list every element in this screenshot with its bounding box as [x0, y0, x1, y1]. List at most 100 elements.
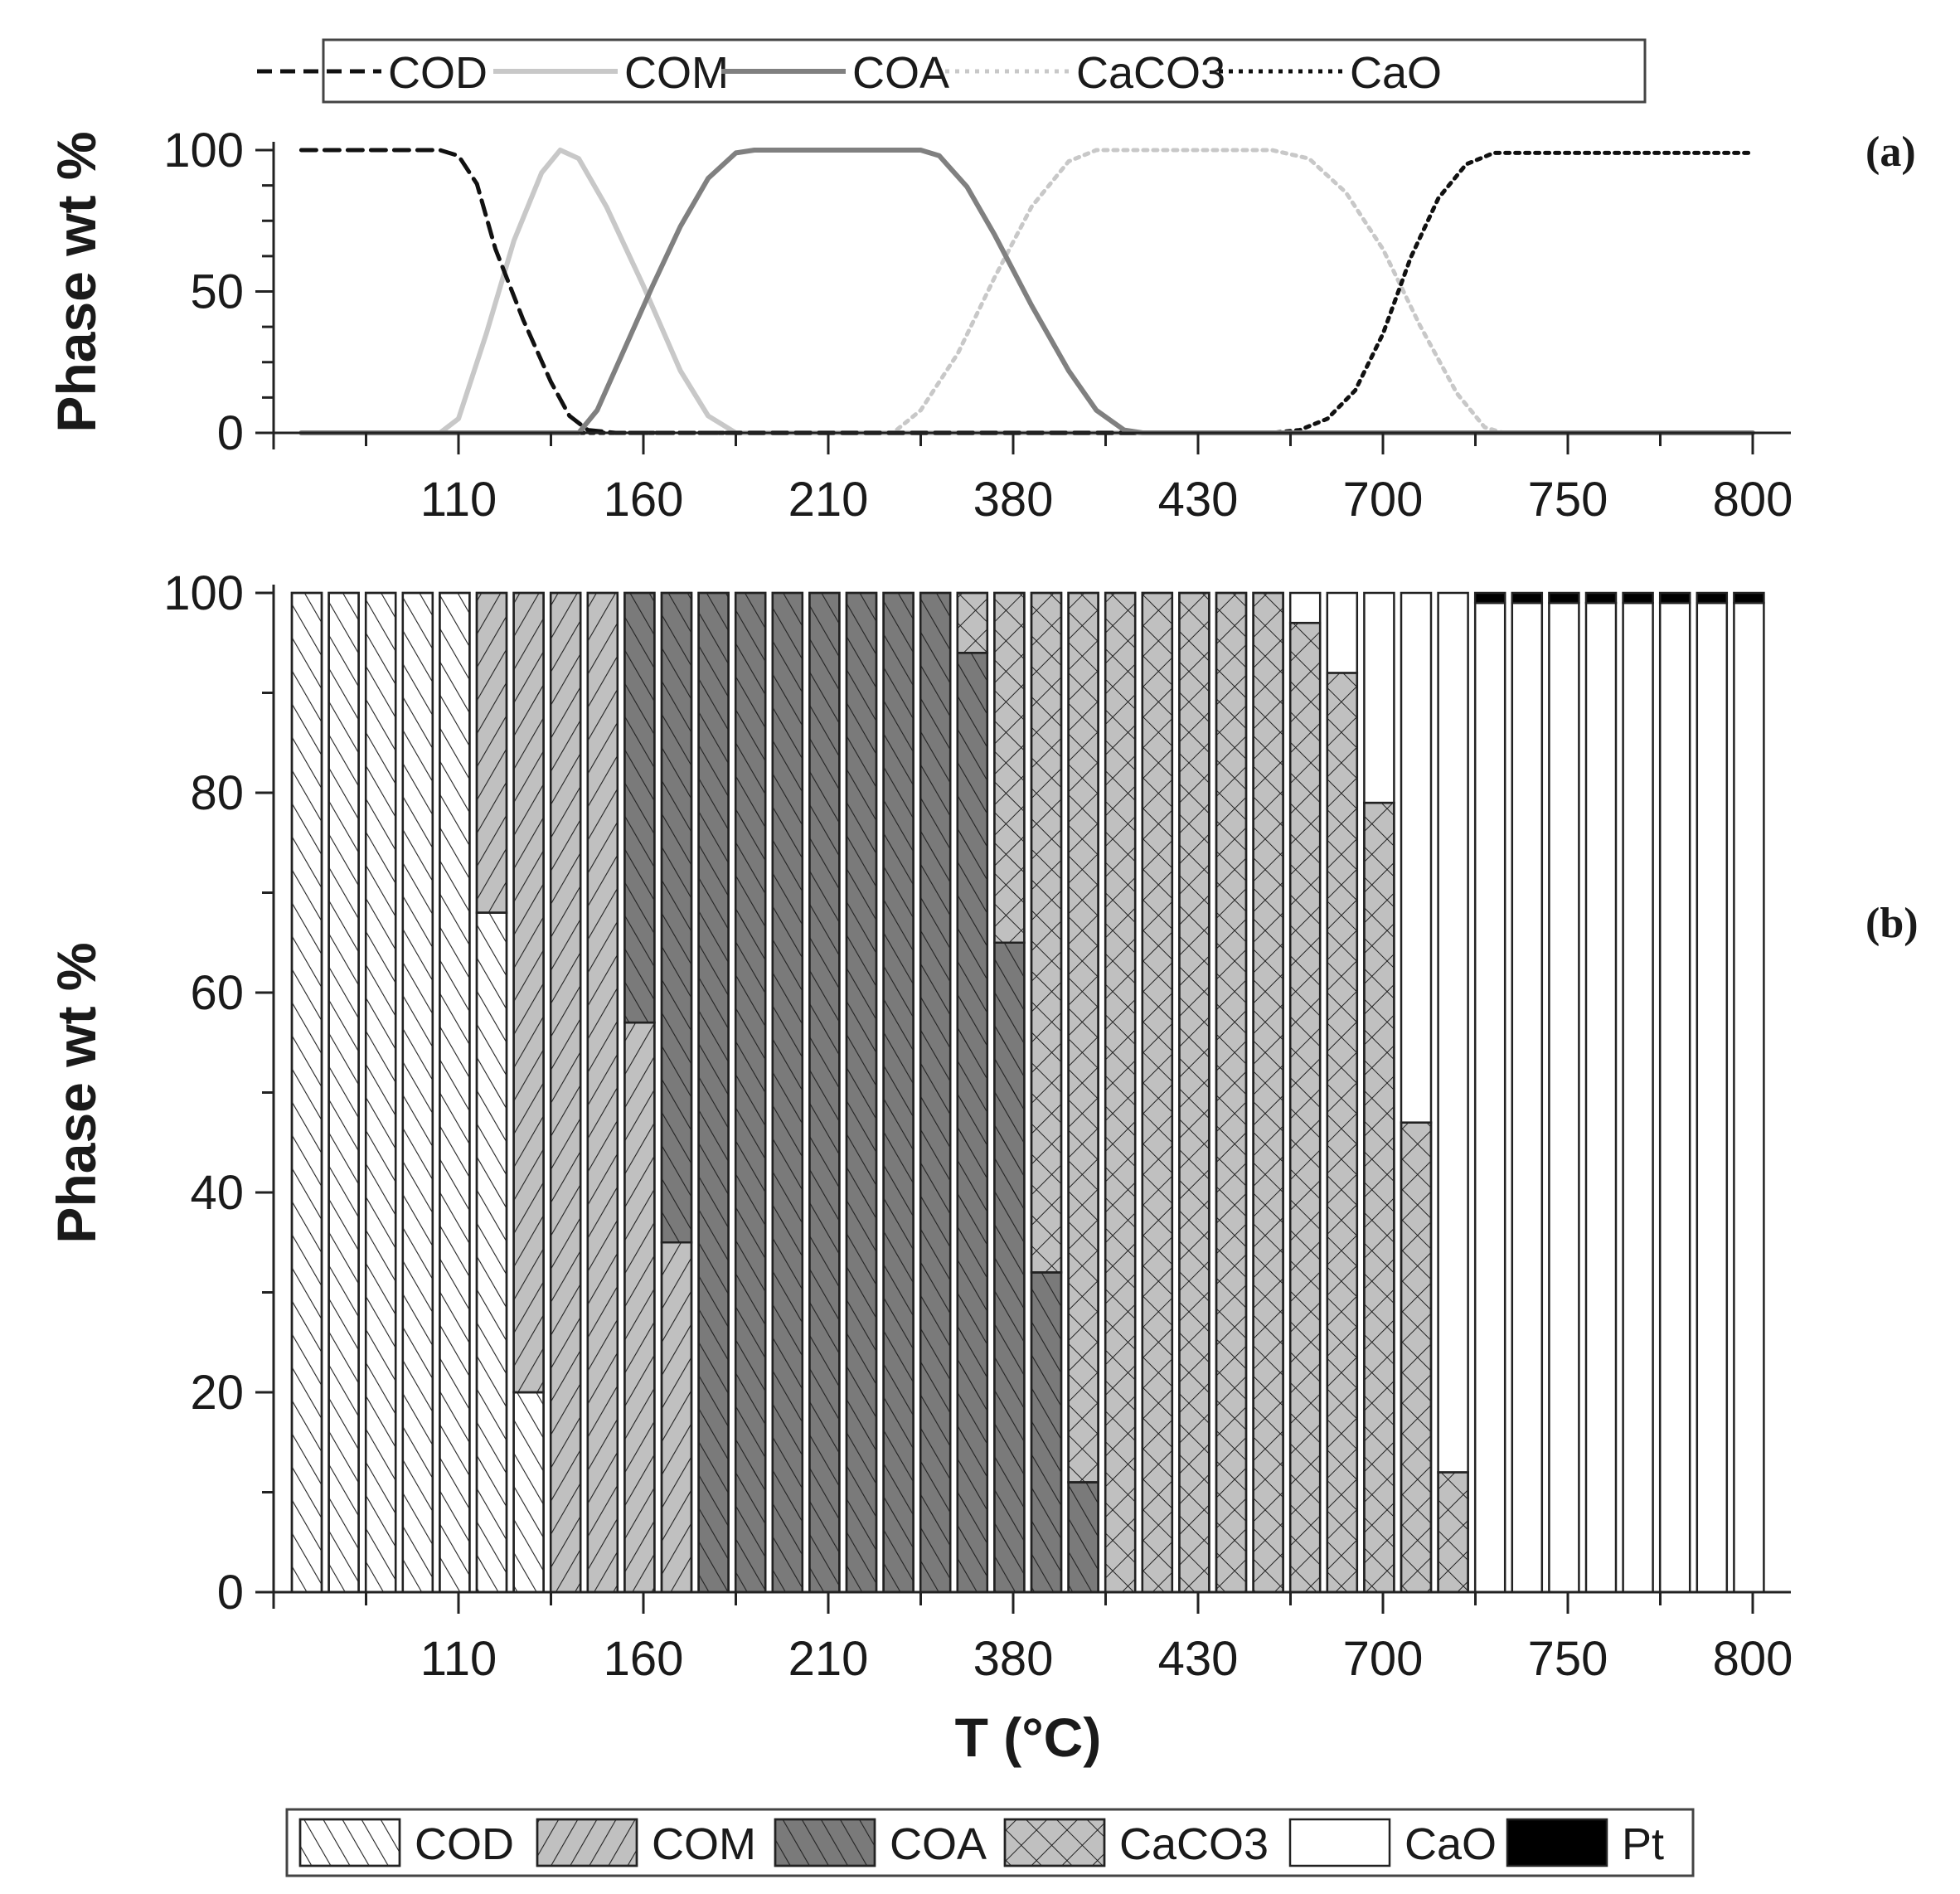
bar-fill: [1658, 601, 1691, 1594]
bar-segment-cod: [327, 591, 360, 1594]
bar-segment-caco3: [1288, 621, 1322, 1594]
bar-fill: [1288, 591, 1322, 624]
bar-segment-coa: [697, 591, 730, 1594]
bar-hatch: [512, 1391, 545, 1594]
legend-swatch-hatch: [298, 1818, 401, 1867]
panel-b-y-tick-label: 60: [190, 966, 244, 1020]
bar-fill: [1696, 591, 1729, 605]
panel-a-y-tick-label: 0: [217, 406, 244, 460]
panel-b-x-tick-label: 380: [973, 1632, 1054, 1686]
panel-a-y-tick-label: 50: [190, 265, 244, 319]
bar-hatch: [364, 591, 397, 1594]
legend-swatch-hatch: [536, 1818, 638, 1867]
panel-b-x-tick-label: 160: [604, 1632, 684, 1686]
bar-segment-coa: [734, 591, 767, 1594]
bar-fill: [1511, 601, 1544, 1594]
panel-b-y-tick-label: 0: [217, 1566, 244, 1620]
bar-fill: [1622, 601, 1654, 1594]
bar-segment-com: [475, 591, 508, 914]
bar-fill: [1437, 591, 1469, 1474]
bar-hatch: [586, 591, 619, 1594]
bar-hatch: [956, 591, 989, 654]
bar-fill: [1658, 591, 1691, 605]
bar-segment-cao: [1548, 601, 1580, 1594]
legend-b-swatch-cao: [1288, 1818, 1391, 1867]
bar-segment-cao: [1658, 601, 1691, 1594]
bar-segment-caco3: [1437, 1471, 1469, 1594]
legend-b: COD COM COA CaCO3 CaO Pt: [285, 1808, 1695, 1877]
legend-b-swatch-caco3: [1003, 1818, 1106, 1867]
series-line-com: [298, 148, 1755, 435]
panel-b-label: (b): [1865, 900, 1919, 947]
bar-segment-caco3: [1178, 591, 1210, 1594]
bar-hatch: [919, 591, 952, 1594]
legend-swatch-hatch: [1003, 1818, 1106, 1867]
bar-segment-caco3: [1104, 591, 1137, 1594]
bar-fill: [1548, 591, 1580, 605]
bar-hatch: [993, 591, 1026, 944]
bar-fill: [1326, 591, 1359, 674]
series-line-coa: [298, 148, 1755, 435]
bar-segment-pt: [1473, 591, 1506, 605]
bar-segment-cod: [364, 591, 397, 1594]
bar-segment-caco3: [1030, 591, 1063, 1274]
legend-a: COD COM COA CaCO3 CaO: [257, 38, 1647, 104]
bar-fill: [1511, 591, 1544, 605]
bar-segment-cao: [1584, 601, 1618, 1594]
bar-segment-pt: [1622, 591, 1654, 605]
bar-segment-com: [623, 1021, 656, 1594]
bar-hatch: [623, 1021, 656, 1594]
bar-segment-cod: [439, 591, 471, 1594]
bar-segment-caco3: [1252, 591, 1284, 1594]
panel-a-label: (a): [1865, 129, 1916, 176]
bar-segment-cao: [1363, 591, 1395, 804]
bar-segment-cao: [1733, 601, 1765, 1594]
legend-a-label-cao: CaO: [1350, 48, 1442, 98]
bar-segment-coa: [1030, 1271, 1063, 1594]
bar-fill: [1473, 601, 1506, 1594]
panel-b-y-tick-label: 40: [190, 1166, 244, 1220]
bar-segment-caco3: [1141, 591, 1174, 1594]
panel-a-x-tick-label: 210: [788, 473, 869, 527]
bar-hatch: [1252, 591, 1284, 1594]
bar-fill: [1584, 591, 1618, 605]
bar-hatch: [439, 591, 471, 1594]
series-line-caco3: [298, 148, 1755, 435]
panel-b-x-tick-label: 430: [1158, 1632, 1239, 1686]
legend-a-label-coa: COA: [852, 48, 949, 98]
bar-segment-cod: [290, 591, 323, 1594]
series-line-cod: [298, 148, 1755, 435]
legend-b-label-coa: COA: [890, 1819, 987, 1869]
bar-hatch: [290, 591, 323, 1594]
bar-hatch: [1030, 591, 1063, 1274]
panel-b-x-tick-label: 800: [1713, 1632, 1793, 1686]
x-axis-title: T (°C): [955, 1707, 1102, 1768]
bar-segment-cao: [1326, 591, 1359, 674]
panel-b-y-tick-label: 80: [190, 766, 244, 820]
bar-segment-cao: [1511, 601, 1544, 1594]
bar-fill: [1733, 591, 1765, 605]
bar-segment-pt: [1658, 591, 1691, 605]
bar-segment-coa: [660, 591, 693, 1244]
bar-segment-coa: [623, 591, 656, 1024]
bar-hatch: [1067, 1481, 1099, 1594]
panel-a-x-tick-label: 700: [1343, 473, 1424, 527]
bar-segment-pt: [1584, 591, 1618, 605]
panel-b-x-tick-label: 700: [1343, 1632, 1424, 1686]
bar-segment-pt: [1733, 591, 1765, 605]
legend-b-swatch-cod: [298, 1818, 401, 1867]
legend-b-label-com: COM: [652, 1819, 756, 1869]
legend-b-frame: [285, 1808, 1695, 1877]
legend-b-label-caco3: CaCO3: [1119, 1819, 1269, 1869]
bar-fill: [1400, 591, 1433, 1124]
bar-hatch: [1030, 1271, 1063, 1594]
panel-a-y-tick-label: 100: [163, 124, 244, 177]
panel-b-x-tick-label: 110: [420, 1632, 497, 1686]
panel-a-line-chart: COD COM COA CaCO3 CaO 0 50 100 110 160 210 380 430 7…: [46, 38, 1916, 527]
bar-segment-cao: [1437, 591, 1469, 1474]
bar-segment-cao: [1696, 601, 1729, 1594]
panel-b-y-tick-label: 20: [190, 1366, 244, 1420]
legend-b-label-pt: Pt: [1622, 1819, 1664, 1869]
bar-segment-com: [512, 591, 545, 1394]
